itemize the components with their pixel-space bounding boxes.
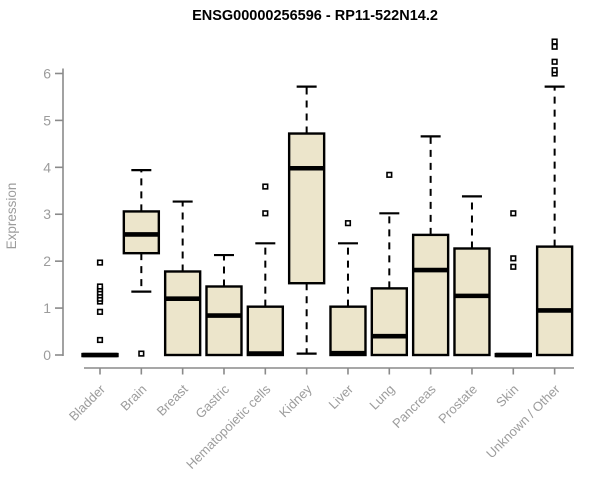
box-liver (329, 220, 367, 357)
box-prostate (453, 195, 491, 357)
x-tick-label-prostate: Prostate (435, 382, 480, 427)
iqr-box (163, 270, 202, 357)
box-unknown-other (535, 38, 574, 357)
x-tick-label-pancreas: Pancreas (389, 381, 439, 431)
outlier-point (510, 210, 517, 217)
y-tick-label: 6 (43, 65, 51, 81)
outlier-point (96, 308, 104, 315)
outlier-point (551, 38, 558, 45)
box-brain (122, 169, 161, 357)
iqr-box (329, 305, 367, 357)
iqr-box (453, 247, 491, 357)
outlier-point (262, 210, 269, 217)
outlier-point (96, 259, 104, 266)
box-bladder (81, 259, 119, 358)
box-gastric (205, 253, 243, 357)
iqr-box (411, 233, 450, 357)
x-tick-label-liver: Liver (326, 381, 357, 412)
box-lung (370, 171, 409, 357)
iqr-box (535, 245, 574, 357)
y-tick-label: 1 (43, 300, 51, 316)
iqr-box (370, 287, 409, 357)
y-axis-title: Expression (4, 183, 19, 250)
y-tick-label: 0 (43, 347, 51, 363)
outlier-point (510, 255, 517, 262)
x-tick-label-gastric: Gastric (192, 381, 232, 421)
y-tick-label: 5 (43, 112, 51, 128)
x-tick-label-unknown-other: Unknown / Other (483, 381, 563, 461)
y-tick-label: 3 (43, 206, 51, 222)
x-tick-label-bladder: Bladder (66, 381, 109, 424)
outlier-point (262, 183, 269, 190)
boxes-layer (81, 38, 574, 358)
x-tick-label-lung: Lung (366, 382, 397, 413)
outlier-point (551, 58, 558, 65)
outlier-point (386, 171, 393, 178)
outlier-point (551, 43, 558, 50)
box-breast (163, 200, 202, 357)
iqr-box (246, 305, 285, 357)
box-hematopoietic-cells (246, 183, 285, 357)
x-tick-label-kidney: Kidney (276, 381, 315, 420)
outlier-point (96, 336, 104, 344)
box-kidney (287, 85, 326, 355)
box-skin (494, 210, 532, 358)
x-tick-label-skin: Skin (493, 382, 521, 410)
iqr-box (205, 285, 243, 357)
y-tick-label: 2 (43, 253, 51, 269)
chart-title: ENSG00000256596 - RP11-522N14.2 (192, 8, 438, 24)
iqr-box (287, 132, 326, 285)
outlier-point (138, 350, 145, 357)
box-pancreas (411, 135, 450, 357)
outlier-point (551, 67, 558, 74)
outlier-point (510, 263, 517, 270)
x-tick-label-breast: Breast (154, 381, 191, 418)
outlier-point (344, 220, 352, 227)
outlier-point (96, 283, 104, 290)
y-tick-label: 4 (43, 159, 51, 175)
x-tick-label-brain: Brain (117, 382, 149, 414)
